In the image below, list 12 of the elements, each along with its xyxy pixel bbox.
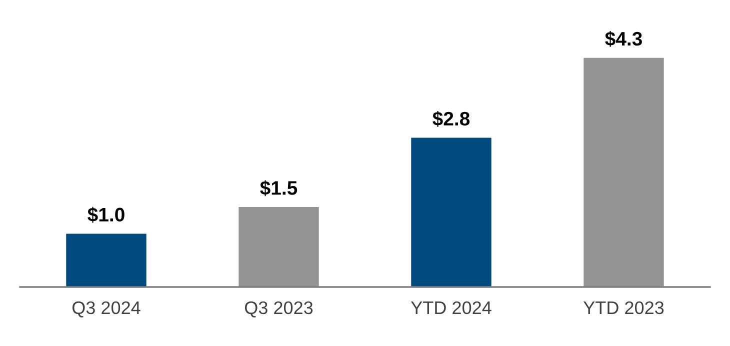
bar [238,207,319,287]
bar [584,58,664,287]
x-tick-label: YTD 2024 [411,301,492,314]
x-tick-label: Q3 2024 [72,301,140,318]
data-label: $2.8 [432,110,470,127]
bar [411,138,492,287]
data-label: $1.5 [260,180,298,196]
x-tick-label: Q3 2023 [244,301,313,318]
bar [66,234,146,287]
data-label: $1.0 [88,206,124,223]
x-tick-label: YTD 2023 [584,301,664,314]
data-label: $4.3 [605,31,642,47]
